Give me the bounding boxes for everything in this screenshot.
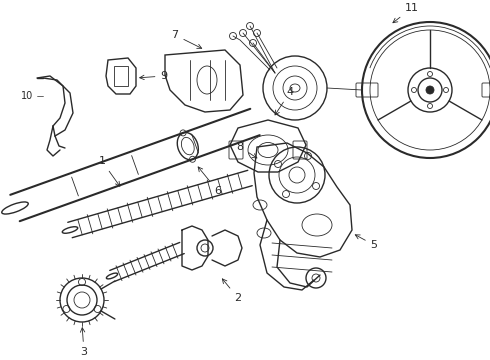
Circle shape [426, 86, 434, 94]
Text: 9: 9 [140, 71, 168, 81]
Text: 1: 1 [98, 156, 120, 186]
Text: 6: 6 [198, 167, 221, 196]
Text: 10: 10 [21, 91, 33, 101]
Text: 11: 11 [393, 3, 419, 23]
Bar [114, 66, 128, 86]
Text: 2: 2 [222, 279, 242, 303]
Text: 5: 5 [355, 235, 377, 250]
Text: 7: 7 [172, 30, 202, 48]
Text: 8: 8 [237, 142, 257, 158]
Text: 4: 4 [275, 87, 294, 115]
Text: 3: 3 [80, 328, 88, 357]
